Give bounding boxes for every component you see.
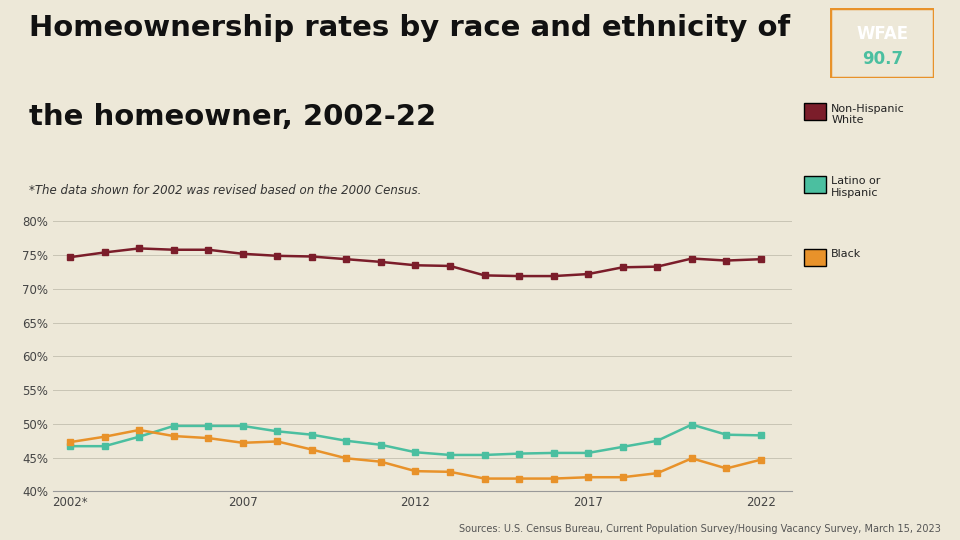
Text: Latino or: Latino or: [831, 177, 880, 186]
Text: White: White: [831, 116, 864, 125]
Text: Black: Black: [831, 249, 862, 259]
Text: 90.7: 90.7: [862, 50, 902, 69]
Text: the homeowner, 2002-22: the homeowner, 2002-22: [29, 103, 436, 131]
Text: Sources: U.S. Census Bureau, Current Population Survey/Housing Vacancy Survey, M: Sources: U.S. Census Bureau, Current Pop…: [459, 523, 941, 534]
Text: Homeownership rates by race and ethnicity of: Homeownership rates by race and ethnicit…: [29, 14, 790, 42]
Text: Hispanic: Hispanic: [831, 188, 878, 198]
Text: *The data shown for 2002 was revised based on the 2000 Census.: *The data shown for 2002 was revised bas…: [29, 184, 421, 197]
Text: WFAE: WFAE: [856, 25, 908, 43]
Text: Non-Hispanic: Non-Hispanic: [831, 104, 905, 113]
